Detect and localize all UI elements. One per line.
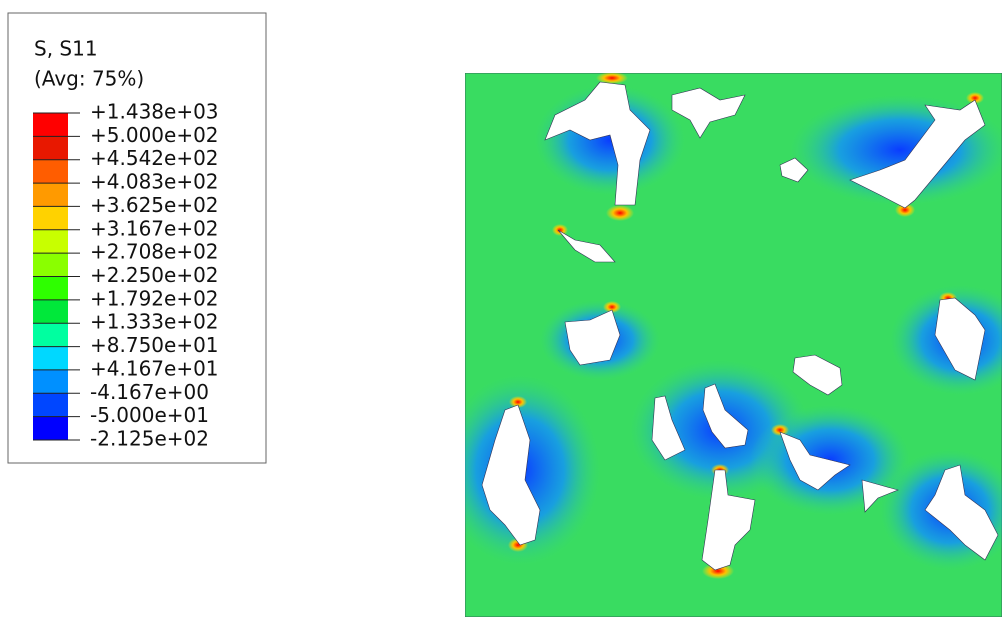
legend-label: -4.167e+00 <box>90 380 209 404</box>
color-band <box>33 159 68 184</box>
color-bar: +1.438e+03+5.000e+02+4.542e+02+4.083e+02… <box>33 100 219 451</box>
legend-label: +8.750e+01 <box>90 333 219 357</box>
color-band <box>33 323 68 348</box>
legend-label: +1.792e+02 <box>90 286 219 310</box>
color-band <box>33 299 68 324</box>
color-band <box>33 393 68 418</box>
legend-label: +4.167e+01 <box>90 356 219 380</box>
legend-label: -5.000e+01 <box>90 403 209 427</box>
voids <box>481 81 999 571</box>
legend-label: -2.125e+02 <box>90 427 209 451</box>
legend-subtitle: (Avg: 75%) <box>34 67 144 91</box>
legend-label: +1.333e+02 <box>90 310 219 334</box>
color-band <box>33 229 68 254</box>
legend-title: S, S11 <box>34 37 98 61</box>
color-band <box>33 253 68 277</box>
color-band <box>33 416 68 441</box>
legend-label: +2.708e+02 <box>90 240 219 264</box>
color-band <box>33 369 68 394</box>
legend-label: +4.542e+02 <box>90 146 219 170</box>
color-band <box>33 113 68 137</box>
legend-label: +2.250e+02 <box>90 263 219 287</box>
legend-label: +3.167e+02 <box>90 216 219 240</box>
color-band <box>33 206 68 231</box>
color-band <box>33 276 68 301</box>
legend-label: +1.438e+03 <box>90 100 219 124</box>
contour-plot <box>465 73 1002 617</box>
hot-spots <box>508 73 984 579</box>
color-band <box>33 183 68 207</box>
legend-label: +3.625e+02 <box>90 193 219 217</box>
color-band <box>33 136 68 161</box>
legend-label: +5.000e+02 <box>90 123 219 147</box>
color-band <box>33 346 68 371</box>
legend-label: +4.083e+02 <box>90 170 219 194</box>
